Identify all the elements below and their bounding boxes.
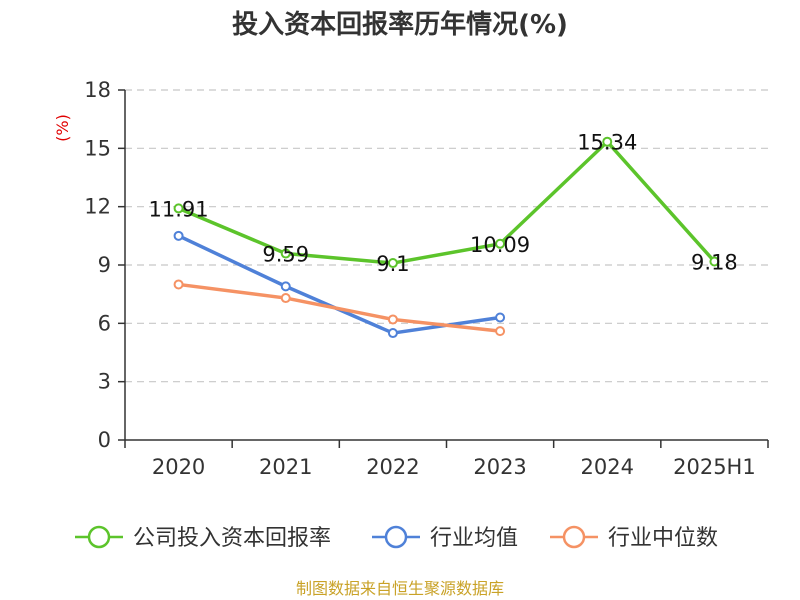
data-point: [173, 230, 184, 241]
axes: 0 3 6 9 12 15 18 2020 2021 2022 2023 2024 2025H1: [84, 78, 769, 479]
data-point: [602, 136, 613, 147]
y-tick-label: 12: [84, 195, 111, 219]
legend-marker: [87, 525, 111, 549]
data-point: [280, 281, 291, 292]
data-point: [173, 279, 184, 290]
data-point: [173, 203, 184, 214]
data-labels: 11.91 9.59 9.1 10.09 15.34 9.18: [149, 131, 738, 276]
data-point: [495, 326, 506, 337]
series-lines: [173, 136, 720, 339]
y-axis-unit: (%): [53, 114, 72, 142]
data-label: 9.59: [262, 243, 309, 267]
chart-title: 投入资本回报率历年情况(%): [232, 9, 568, 40]
data-point: [709, 256, 720, 267]
legend-label: 行业中位数: [608, 526, 718, 551]
data-point: [280, 293, 291, 304]
legend: 公司投入资本回报率 行业均值 行业中位数: [75, 525, 718, 551]
data-label: 11.91: [149, 197, 209, 221]
source-note: 制图数据来自恒生聚源数据库: [296, 579, 504, 598]
y-tick-label: 3: [98, 370, 111, 394]
legend-marker: [562, 525, 586, 549]
y-tick-label: 6: [98, 311, 111, 335]
x-tick-label: 2022: [366, 455, 419, 479]
y-tick-label: 15: [84, 136, 111, 160]
y-tick-label: 18: [84, 78, 111, 102]
legend-label: 行业均值: [430, 526, 518, 551]
data-point: [280, 248, 291, 259]
data-point: [387, 314, 398, 325]
legend-label: 公司投入资本回报率: [133, 526, 331, 551]
grid-lines: [125, 89, 768, 383]
data-label: 15.34: [577, 131, 637, 155]
y-tick-label: 9: [98, 253, 111, 277]
data-label: 9.18: [691, 251, 738, 275]
legend-marker: [384, 525, 408, 549]
x-tick-label: 2024: [581, 455, 634, 479]
series-line-0: [176, 139, 717, 265]
x-tick-label: 2025H1: [673, 455, 756, 479]
data-label: 10.09: [470, 233, 530, 257]
x-tick-label: 2020: [152, 455, 205, 479]
y-tick-label: 0: [98, 428, 111, 452]
data-point: [495, 238, 506, 249]
data-point: [387, 328, 398, 339]
data-label: 9.1: [376, 252, 409, 276]
x-tick-label: 2021: [259, 455, 312, 479]
x-tick-label: 2023: [473, 455, 526, 479]
series-line-1: [176, 234, 502, 335]
data-point: [495, 312, 506, 323]
data-point: [387, 258, 398, 269]
series-line-2: [176, 282, 502, 333]
